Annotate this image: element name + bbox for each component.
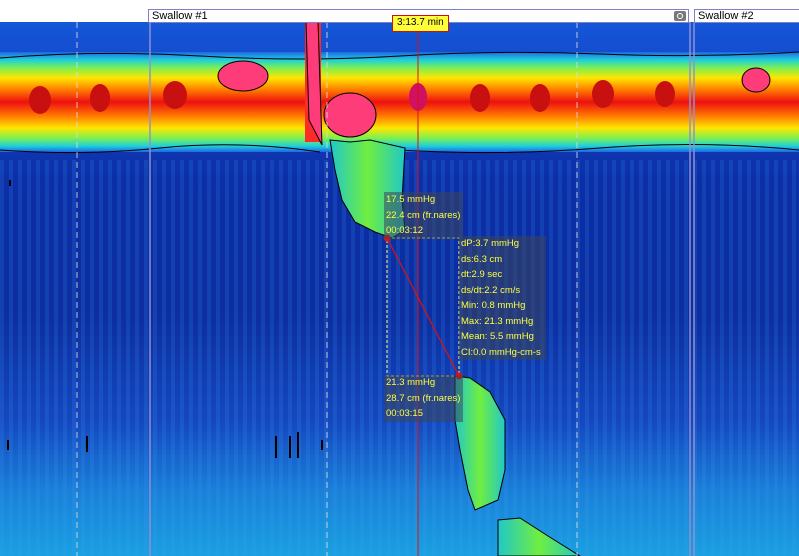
measurement-readout: dP:3.7 mmHg ds:6.3 cm dt:2.9 sec ds/dt:2… xyxy=(459,236,546,360)
ues-pressure-band xyxy=(0,52,799,152)
measurement-ds: ds:6.3 cm xyxy=(461,253,503,265)
measurement-ci: CI:0.0 mmHg-cm-s xyxy=(461,346,541,358)
measurement-dp: dP:3.7 mmHg xyxy=(461,238,520,249)
measurement-mean: Mean: 5.5 mmHg xyxy=(461,331,534,342)
measurement-ds-dt: ds/dt:2.2 cm/s xyxy=(461,284,521,296)
measurement-dt: dt:2.9 sec xyxy=(461,269,503,280)
marker-end-pressure: 21.3 mmHg xyxy=(386,377,436,388)
measurement-min: Min: 0.8 mmHg xyxy=(461,300,526,311)
swallow-boundaries xyxy=(149,22,695,556)
measurement-line xyxy=(386,237,460,377)
marker-end-time: 00:03:15 xyxy=(386,408,423,419)
time-gridlines xyxy=(76,22,578,556)
ues-band-bottom-contour xyxy=(0,144,321,154)
peristaltic-wave-lower xyxy=(454,375,506,511)
ues-band-top-contour xyxy=(0,51,799,60)
marker-start-position: 22.4 cm (fr.nares) xyxy=(386,209,461,221)
high-pressure-islands xyxy=(29,60,771,138)
settings-icon[interactable] xyxy=(674,11,686,21)
swallow-2-label: Swallow #2 xyxy=(698,10,754,22)
measurement-max: Max: 21.3 mmHg xyxy=(461,315,534,327)
marker-start-pressure: 17.5 mmHg xyxy=(386,194,436,205)
marker-start-readout: 17.5 mmHg 22.4 cm (fr.nares) 00:03:12 xyxy=(384,192,464,239)
marker-end-position: 28.7 cm (fr.nares) xyxy=(386,392,461,404)
pressure-sensor-ticks xyxy=(7,180,323,458)
cursor-time-badge[interactable]: 3:13.7 min xyxy=(392,15,449,32)
swallow-2-header[interactable]: Swallow #2 xyxy=(694,9,799,23)
marker-start-time: 00:03:12 xyxy=(386,225,423,236)
swallow-spike-outline xyxy=(305,21,323,146)
peristaltic-wave-bottom xyxy=(497,517,581,556)
swallow-1-label: Swallow #1 xyxy=(152,10,208,22)
ues-band-bottom-contour-right xyxy=(397,143,799,154)
marker-end-readout: 21.3 mmHg 28.7 cm (fr.nares) 00:03:15 xyxy=(384,375,464,422)
